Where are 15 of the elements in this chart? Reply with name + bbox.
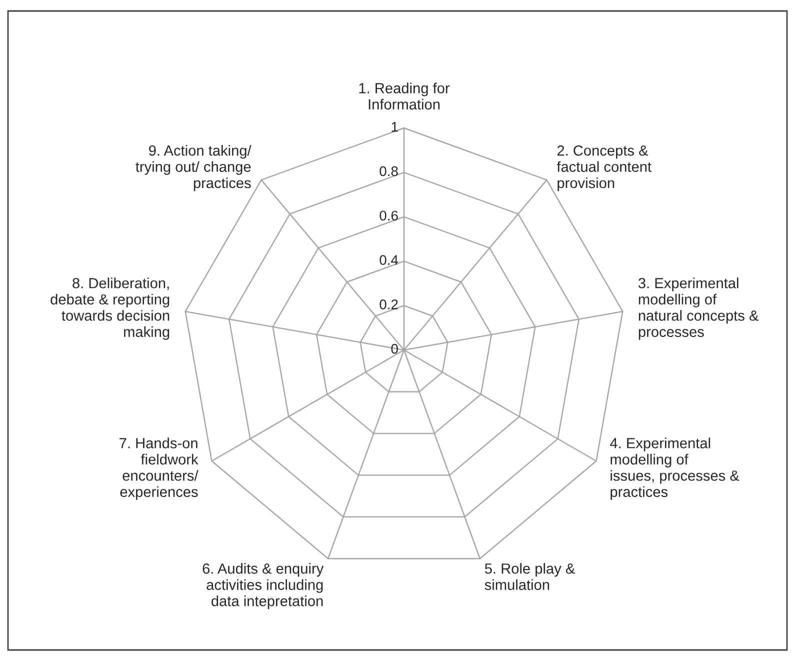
spoke-label: 5. Role play & simulation [484, 563, 575, 590]
spoke-label: 8. Deliberation, debate & reporting towards decision making [50, 278, 170, 340]
y-tick-label: 0.4 [380, 255, 398, 265]
spoke-label: 6. Audits & enquiry activities including data intepretation [202, 563, 324, 610]
spoke-label: 7. Hands-on fieldwork encounters/ experiences [120, 438, 198, 500]
spoke-label: 4. Experimental modelling of issues, processes & practices [610, 438, 740, 500]
spoke-label: 2. Concepts & factual content provision [556, 145, 652, 192]
spoke-label: 1. Reading for Information [359, 82, 450, 110]
spoke-label: 9. Action taking/ trying out/ change practices [136, 145, 252, 192]
y-tick-label: 0.2 [380, 299, 398, 310]
spoke-label: 3. Experimental modelling of natural concepts & processes [638, 278, 758, 340]
y-tick-label: 0.8 [380, 166, 398, 176]
y-tick-label: 0.6 [380, 210, 398, 221]
y-tick-label: 0 [391, 344, 398, 354]
y-tick-label: 1 [392, 122, 398, 132]
